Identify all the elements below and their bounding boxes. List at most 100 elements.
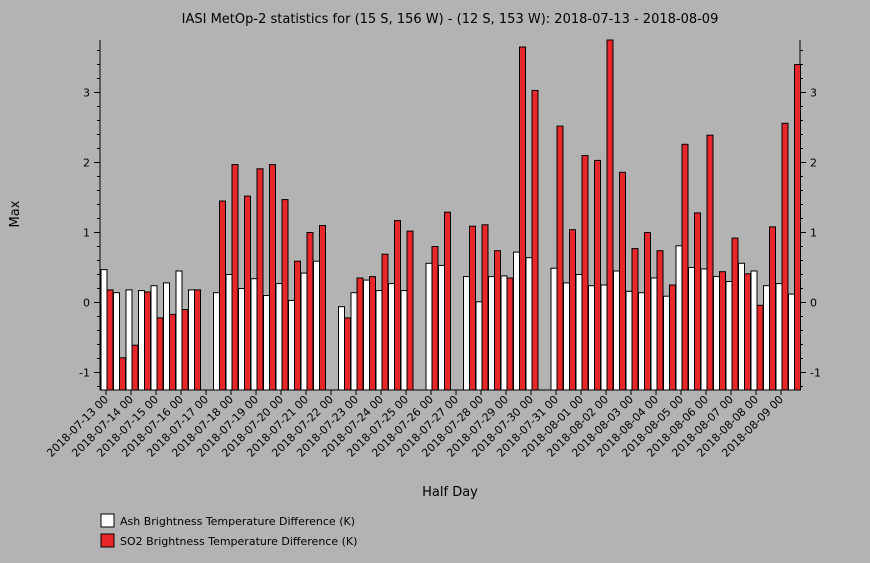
ash-bar [100, 269, 108, 391]
so2-bar [256, 168, 264, 391]
ash-bar [600, 284, 608, 391]
ash-bar [513, 251, 520, 391]
so2-bar [319, 225, 326, 391]
ash-bar [138, 290, 145, 391]
so2-bar [606, 39, 614, 391]
so2-bar [131, 344, 139, 391]
ash-bar [188, 289, 195, 391]
so2-bar [481, 224, 489, 391]
y-tick-label-left: -1 [79, 367, 90, 380]
ash-bar [688, 267, 695, 391]
ash-bar [250, 278, 258, 391]
ash-bar [738, 262, 745, 391]
ash-bar [788, 293, 795, 391]
ash-bar [463, 276, 470, 391]
so2-bar [556, 125, 564, 391]
so2-bar [531, 89, 539, 391]
ash-bar [313, 260, 320, 391]
y-tick-label-right: 1 [810, 227, 817, 240]
ash-bar [700, 268, 708, 391]
so2-bar [794, 64, 801, 391]
ash-bar [213, 292, 220, 391]
so2-bar [719, 271, 726, 391]
so2-bar [231, 164, 239, 391]
ash-bar [300, 272, 308, 391]
ash-bar [350, 292, 358, 391]
so2-bar [519, 46, 526, 391]
so2-bar [694, 212, 701, 391]
legend-swatch [100, 533, 115, 548]
so2-bar [406, 230, 414, 391]
ash-bar [338, 306, 345, 391]
ash-bar [550, 267, 558, 391]
bars [100, 39, 801, 391]
so2-bar [494, 250, 501, 391]
so2-bar [444, 211, 451, 391]
ash-bar [425, 262, 433, 391]
ash-bar [438, 264, 445, 391]
so2-bar [681, 143, 689, 391]
x-axis-label: Half Day [422, 485, 478, 500]
ash-bar [525, 257, 533, 391]
y-tick-label-left: 0 [83, 297, 90, 310]
so2-bar [769, 226, 776, 391]
so2-bar [569, 229, 576, 391]
so2-bar [581, 155, 589, 391]
ash-bar [288, 299, 295, 391]
ash-bar [625, 290, 633, 391]
legend-swatch [100, 513, 115, 528]
ash-bar [588, 285, 595, 391]
so2-bar [619, 171, 626, 391]
ash-bar [650, 277, 658, 391]
so2-bar [669, 284, 676, 391]
so2-bar [394, 220, 401, 391]
y-tick-label-right: 0 [810, 297, 817, 310]
y-tick-label-left: 2 [83, 157, 90, 170]
so2-bar [181, 309, 189, 391]
so2-bar [119, 357, 126, 391]
so2-bar [306, 232, 314, 391]
so2-bar [594, 159, 601, 391]
so2-bar [644, 232, 651, 391]
ash-bar [400, 290, 408, 391]
y-axis-label: Max [8, 200, 23, 227]
ash-bar [638, 292, 645, 391]
so2-bar [744, 273, 751, 391]
so2-bar [431, 246, 439, 391]
so2-bar [281, 199, 289, 391]
legend-label: SO2 Brightness Temperature Difference (K… [120, 535, 357, 548]
ash-bar [663, 295, 670, 391]
ash-bar [575, 274, 583, 391]
so2-bar [194, 289, 201, 391]
y-tick-label-left: 1 [83, 227, 90, 240]
ash-bar [225, 274, 233, 391]
ash-bar [150, 285, 158, 391]
so2-bar [106, 289, 114, 391]
ash-bar [113, 292, 120, 391]
so2-bar [506, 277, 514, 391]
so2-bar [369, 276, 376, 391]
ash-bar [725, 281, 733, 391]
ash-bar [713, 276, 720, 391]
so2-bar [381, 253, 389, 391]
ash-bar [175, 270, 183, 391]
y-tick-label-right: 3 [810, 87, 817, 100]
so2-bar [169, 313, 176, 391]
so2-bar [219, 200, 226, 391]
ash-bar [675, 245, 683, 391]
so2-bar [244, 195, 251, 391]
so2-bar [731, 237, 739, 391]
so2-bar [706, 134, 714, 391]
ash-bar [488, 276, 495, 391]
so2-bar [294, 260, 301, 391]
ash-bar [775, 283, 783, 391]
so2-bar [469, 225, 476, 391]
ash-bar [763, 285, 770, 391]
ash-bar [263, 295, 270, 391]
so2-bar [781, 122, 789, 391]
ash-bar [125, 289, 133, 391]
ash-bar [238, 288, 245, 391]
y-tick-label-right: 2 [810, 157, 817, 170]
